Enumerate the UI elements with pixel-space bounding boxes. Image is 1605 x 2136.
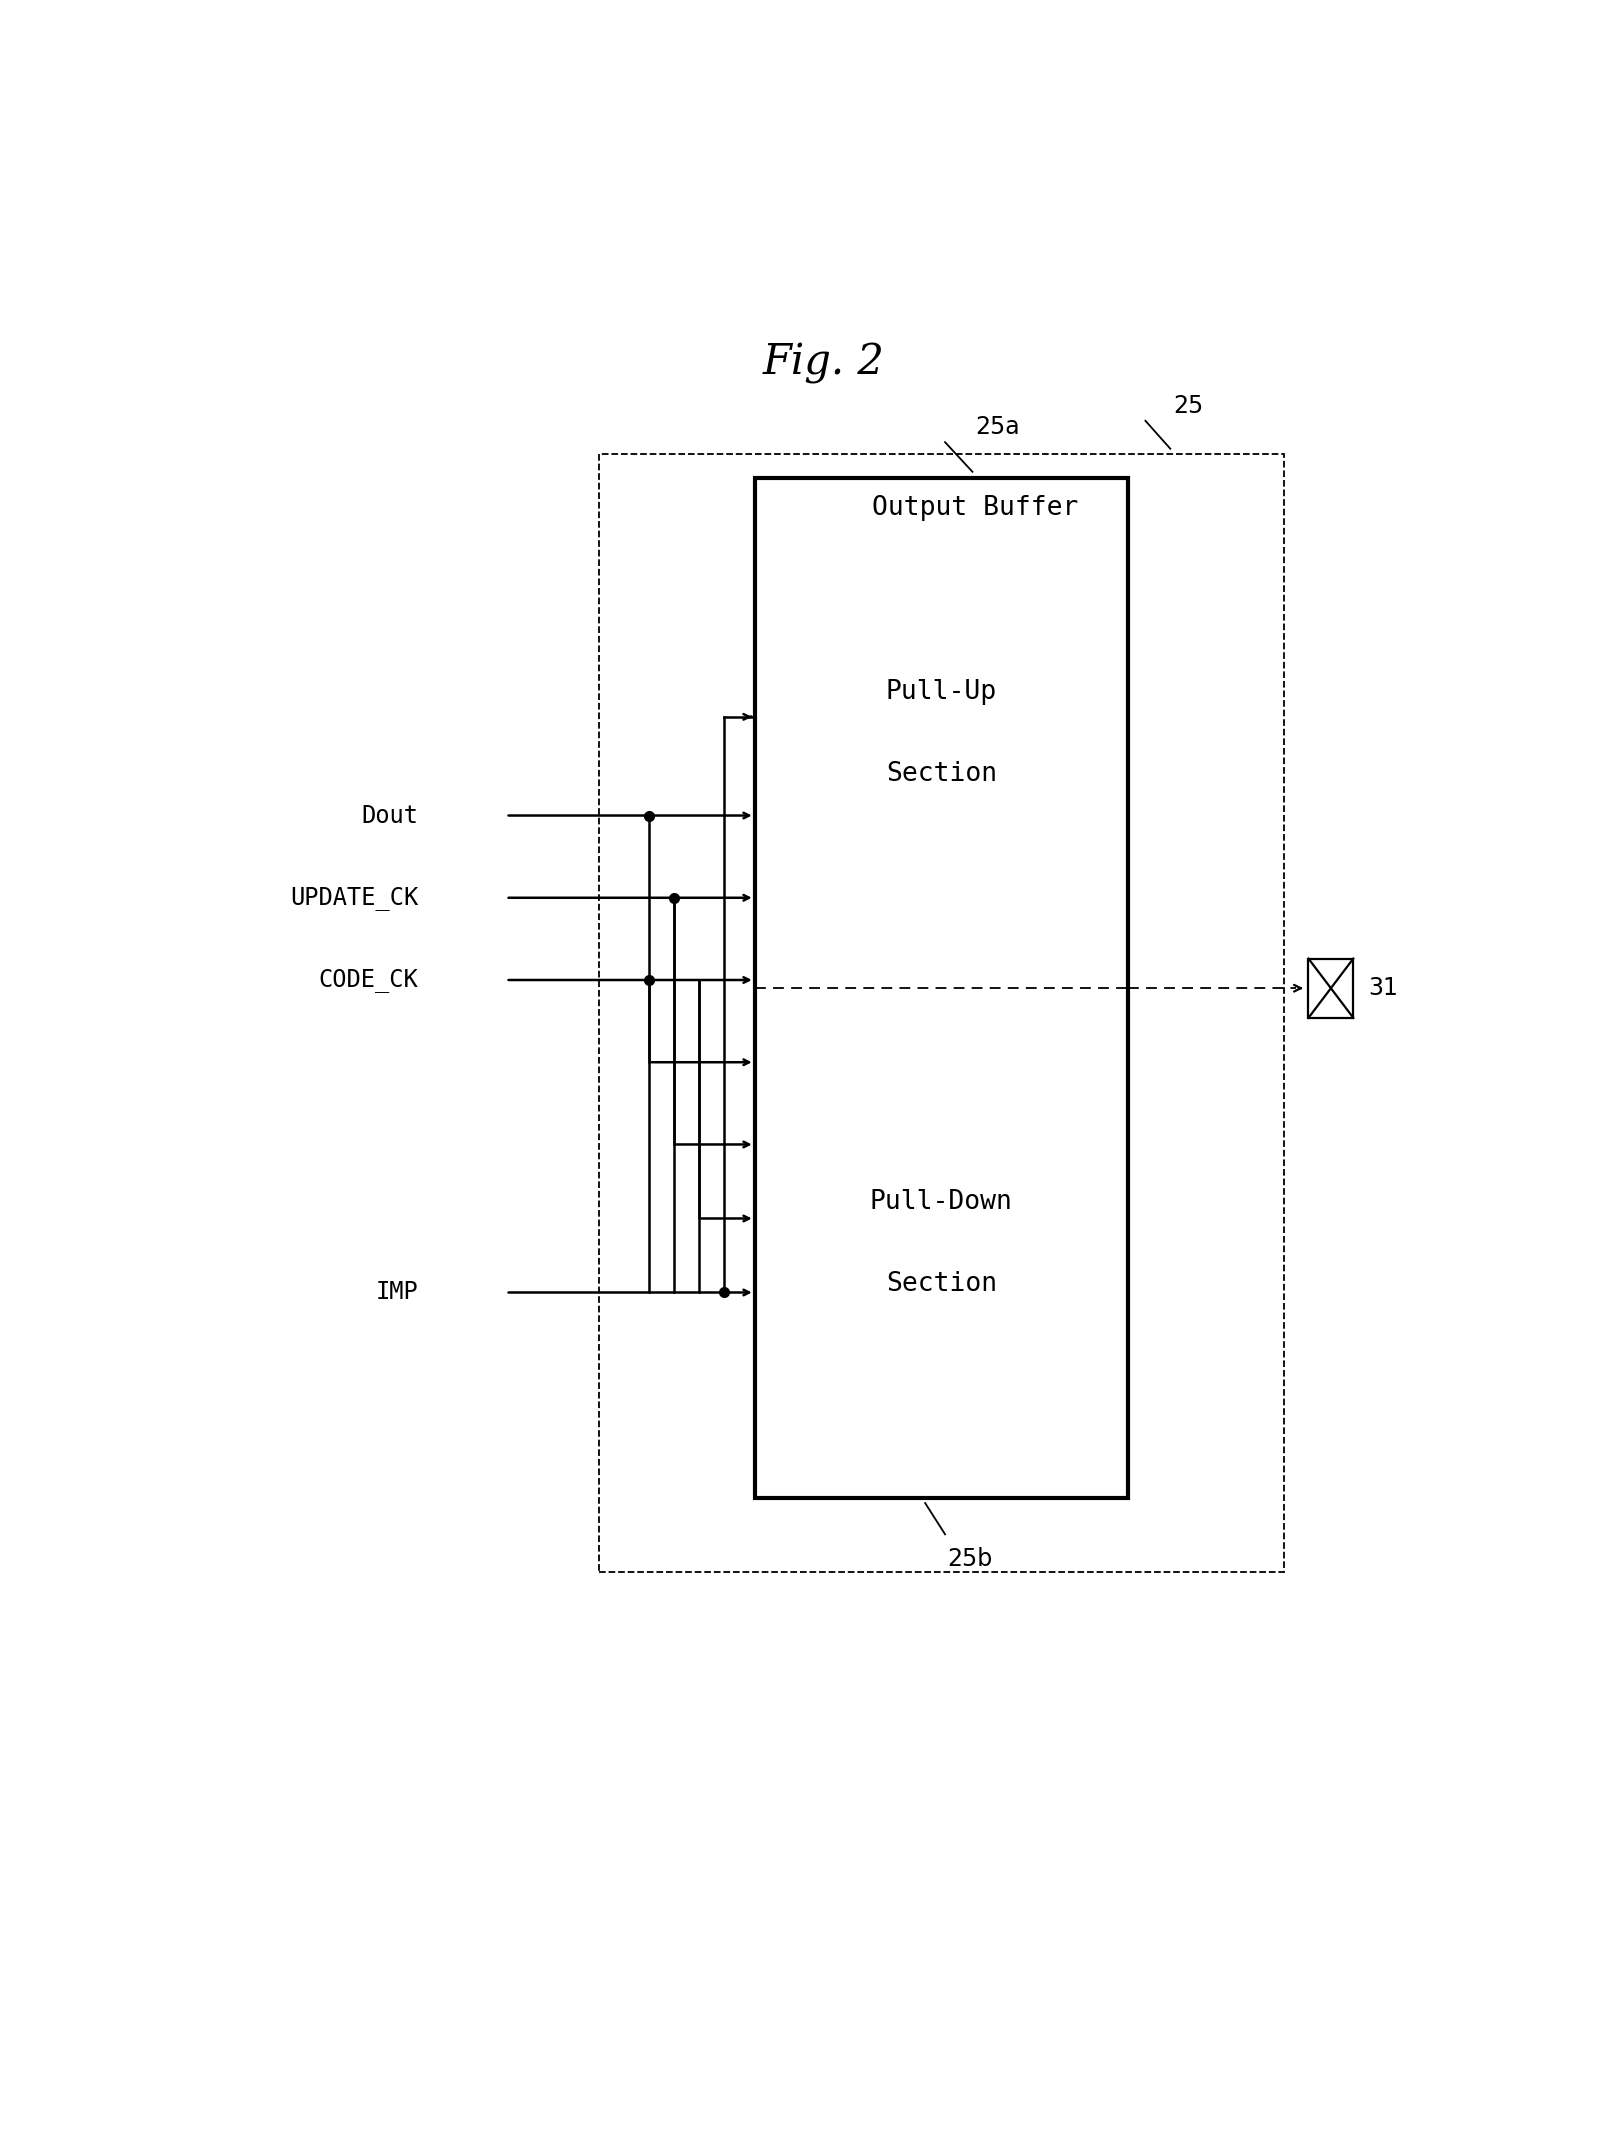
Text: 25a: 25a [974,414,1019,438]
Text: CODE_CK: CODE_CK [319,968,419,991]
Text: 31: 31 [1367,976,1398,1000]
Bar [599,453,1282,1572]
Text: UPDATE_CK: UPDATE_CK [291,886,419,910]
Text: Pull-Up: Pull-Up [886,679,997,705]
Text: IMP: IMP [376,1279,419,1305]
Bar [754,478,1127,1497]
Text: 25b: 25b [947,1546,992,1572]
Text: 25: 25 [1172,393,1202,417]
Text: Section: Section [886,1271,997,1297]
Bar [1308,959,1353,1019]
Text: Fig. 2: Fig. 2 [762,342,883,384]
Text: Pull-Down: Pull-Down [870,1190,1013,1215]
Text: Section: Section [886,760,997,788]
Text: Dout: Dout [361,803,419,827]
Text: Output Buffer: Output Buffer [872,496,1079,521]
